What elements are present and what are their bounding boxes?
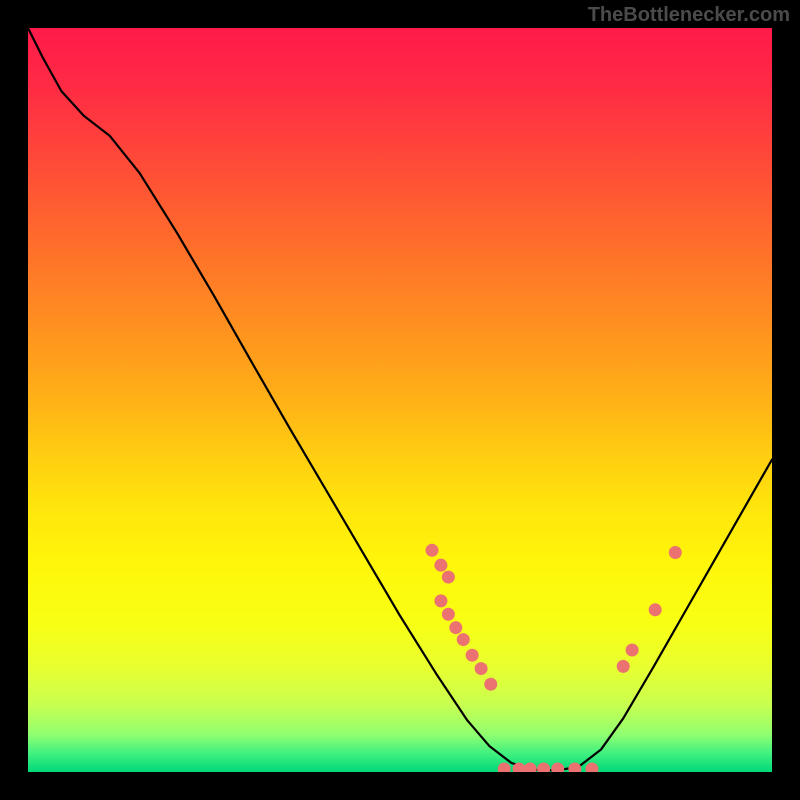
- plot-area: [28, 28, 772, 772]
- data-marker: [425, 544, 438, 557]
- data-marker: [442, 608, 455, 621]
- data-marker: [617, 660, 630, 673]
- data-marker: [626, 643, 639, 656]
- data-marker: [434, 559, 447, 572]
- chart-background: [28, 28, 772, 772]
- data-marker: [649, 603, 662, 616]
- data-marker: [669, 546, 682, 559]
- data-marker: [484, 678, 497, 691]
- attribution-text: TheBottlenecker.com: [588, 4, 790, 27]
- data-marker: [475, 662, 488, 675]
- data-marker: [449, 621, 462, 634]
- data-marker: [442, 571, 455, 584]
- data-marker: [457, 633, 470, 646]
- bottleneck-chart: [28, 28, 772, 772]
- data-marker: [434, 594, 447, 607]
- data-marker: [466, 649, 479, 662]
